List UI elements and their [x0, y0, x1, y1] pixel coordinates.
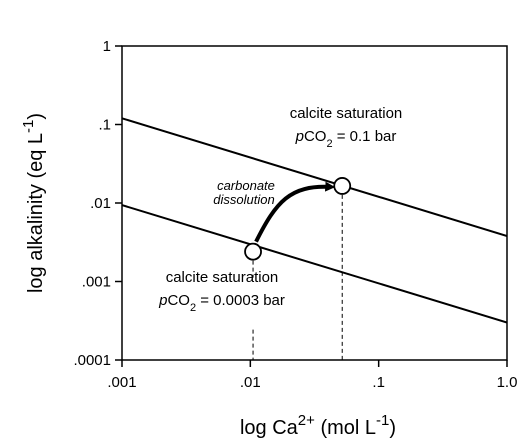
x-tick-label: .01 [240, 374, 261, 391]
arrow-label-dissolution: dissolution [213, 192, 274, 207]
saturation-line-1 [122, 117, 507, 237]
x-tick-label: .001 [107, 374, 136, 391]
y-tick-label: .0001 [73, 352, 111, 369]
x-axis-ticks: .001 .01 .1 1.0 [107, 360, 517, 391]
upper-pco2-label: pCO2 = 0.1 bar [295, 128, 397, 150]
y-tick-label: .001 [82, 274, 111, 291]
dashed-guides [252, 194, 343, 360]
dissolution-arrow-group [254, 181, 336, 243]
lower-pco2-label: pCO2 = 0.0003 bar [158, 292, 285, 314]
dissolution-arrow [254, 181, 336, 243]
saturation-line-2 [122, 204, 507, 324]
point-high-pco2 [333, 177, 352, 195]
x-axis-title: log Ca2+ (mol L-1) [240, 412, 396, 439]
y-tick-label: 1 [103, 38, 111, 55]
y-tick-label: .01 [90, 195, 111, 212]
arrow-label-carbonate: carbonate [217, 178, 275, 193]
y-tick-label: .1 [98, 117, 111, 134]
upper-saturation-label: calcite saturation [290, 105, 403, 122]
x-tick-label: 1.0 [497, 374, 518, 391]
y-axis-title: log alkalinity (eq L-1) [20, 113, 47, 293]
points-layer [244, 177, 352, 261]
lower-saturation-label: calcite saturation [166, 269, 279, 286]
plot-frame [121, 45, 508, 361]
y-axis-ticks: .0001 .001 .01 .1 1 [73, 38, 122, 369]
series-layer [122, 117, 507, 324]
point-low-pco2 [244, 242, 262, 261]
x-tick-label: .1 [372, 374, 385, 391]
